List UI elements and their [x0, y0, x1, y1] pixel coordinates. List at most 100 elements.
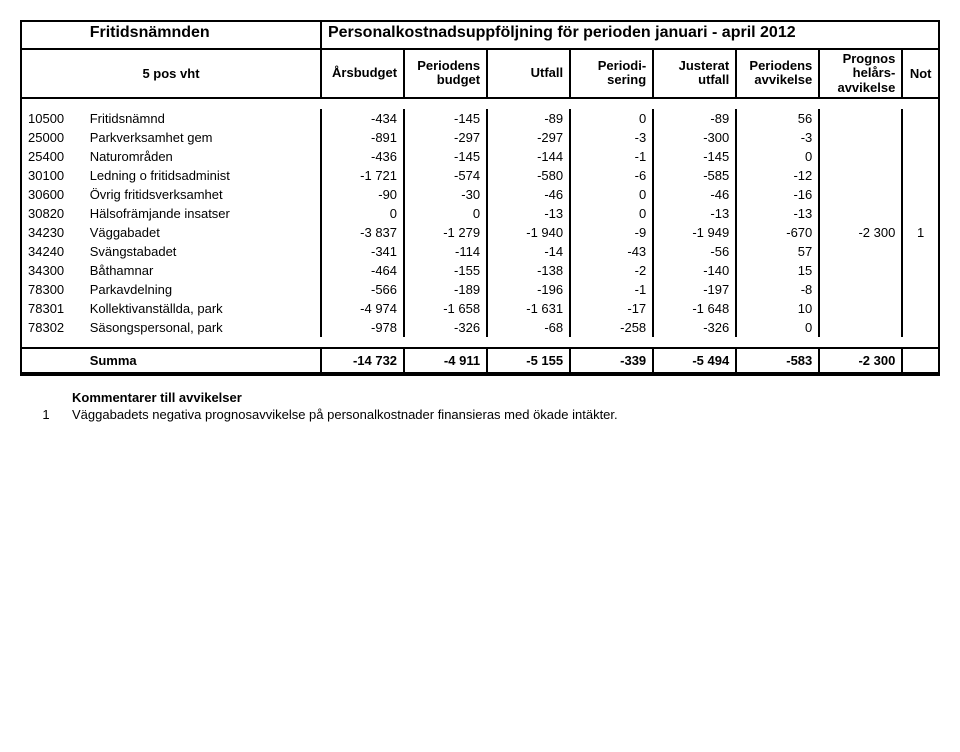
table-row: 34230Väggabadet-3 837-1 279-1 940-9-1 94… — [22, 223, 938, 242]
row-c2: -13 — [487, 204, 570, 223]
row-c6 — [819, 318, 902, 337]
row-c1: -297 — [404, 128, 487, 147]
row-code: 25000 — [22, 128, 84, 147]
row-c5: -8 — [736, 280, 819, 299]
row-name: Svängstabadet — [84, 242, 321, 261]
report-table: Fritidsnämnden Personalkostnadsuppföljni… — [22, 22, 938, 374]
row-c3: -9 — [570, 223, 653, 242]
row-c3: -2 — [570, 261, 653, 280]
row-c0: -341 — [321, 242, 404, 261]
row-code: 34230 — [22, 223, 84, 242]
row-c7 — [902, 299, 938, 318]
row-name: Parkverksamhet gem — [84, 128, 321, 147]
header-row-1: Fritidsnämnden Personalkostnadsuppföljni… — [22, 22, 938, 49]
hdr-periodens-avvikelse: Periodens avvikelse — [736, 49, 819, 98]
row-c0: 0 — [321, 204, 404, 223]
row-c1: -189 — [404, 280, 487, 299]
row-c7 — [902, 242, 938, 261]
row-code: 78300 — [22, 280, 84, 299]
row-c6 — [819, 128, 902, 147]
table-row: 34240Svängstabadet-341-114-14-43-5657 — [22, 242, 938, 261]
row-c5: 57 — [736, 242, 819, 261]
row-c2: -89 — [487, 109, 570, 128]
row-c3: 0 — [570, 109, 653, 128]
row-c1: -1 279 — [404, 223, 487, 242]
row-c7 — [902, 147, 938, 166]
row-c1: 0 — [404, 204, 487, 223]
row-c0: -434 — [321, 109, 404, 128]
row-c1: -145 — [404, 147, 487, 166]
row-c6 — [819, 185, 902, 204]
row-c0: -90 — [321, 185, 404, 204]
row-c3: 0 — [570, 204, 653, 223]
row-name: Fritidsnämnd — [84, 109, 321, 128]
row-name: Kollektivanställda, park — [84, 299, 321, 318]
row-c4: -13 — [653, 204, 736, 223]
sum-c0: -14 732 — [321, 348, 404, 373]
row-c3: -1 — [570, 280, 653, 299]
row-c2: -138 — [487, 261, 570, 280]
hdr-not: Not — [902, 49, 938, 98]
row-c3: -258 — [570, 318, 653, 337]
table-row: 30820Hälsofrämjande insatser00-130-13-13 — [22, 204, 938, 223]
header-row-2: 5 pos vht Årsbudget Periodens budget Utf… — [22, 49, 938, 98]
footer-note-num: 1 — [20, 407, 72, 422]
hdr-arsbudget: Årsbudget — [321, 49, 404, 98]
row-c5: 10 — [736, 299, 819, 318]
row-c7 — [902, 204, 938, 223]
row-c4: -326 — [653, 318, 736, 337]
row-c6 — [819, 242, 902, 261]
row-c6 — [819, 147, 902, 166]
row-c6 — [819, 261, 902, 280]
row-c2: -144 — [487, 147, 570, 166]
row-c3: -17 — [570, 299, 653, 318]
row-c0: -3 837 — [321, 223, 404, 242]
row-code: 30600 — [22, 185, 84, 204]
sum-c1: -4 911 — [404, 348, 487, 373]
table-row: 78301Kollektivanställda, park-4 974-1 65… — [22, 299, 938, 318]
row-c4: -145 — [653, 147, 736, 166]
row-c2: -1 631 — [487, 299, 570, 318]
row-c6 — [819, 109, 902, 128]
row-c1: -30 — [404, 185, 487, 204]
report-table-frame: Fritidsnämnden Personalkostnadsuppföljni… — [20, 20, 940, 376]
row-c1: -326 — [404, 318, 487, 337]
row-c0: -978 — [321, 318, 404, 337]
row-c3: 0 — [570, 185, 653, 204]
row-c3: -1 — [570, 147, 653, 166]
row-c7 — [902, 109, 938, 128]
row-c6 — [819, 166, 902, 185]
row-c2: -297 — [487, 128, 570, 147]
table-row: 25400Naturområden-436-145-144-1-1450 — [22, 147, 938, 166]
row-c1: -155 — [404, 261, 487, 280]
row-code: 34240 — [22, 242, 84, 261]
row-c5: 15 — [736, 261, 819, 280]
row-name: Parkavdelning — [84, 280, 321, 299]
row-c7 — [902, 166, 938, 185]
row-c4: -197 — [653, 280, 736, 299]
row-c5: -12 — [736, 166, 819, 185]
sum-label: Summa — [84, 348, 321, 373]
row-c4: -1 648 — [653, 299, 736, 318]
row-c6 — [819, 280, 902, 299]
hdr-utfall: Utfall — [487, 49, 570, 98]
row-c3: -3 — [570, 128, 653, 147]
row-c2: -1 940 — [487, 223, 570, 242]
row-name: Ledning o fritidsadminist — [84, 166, 321, 185]
sum-c2: -5 155 — [487, 348, 570, 373]
row-c4: -300 — [653, 128, 736, 147]
row-c2: -196 — [487, 280, 570, 299]
row-c4: -585 — [653, 166, 736, 185]
row-c1: -1 658 — [404, 299, 487, 318]
row-c0: -566 — [321, 280, 404, 299]
row-code: 10500 — [22, 109, 84, 128]
table-row: 78302Säsongspersonal, park-978-326-68-25… — [22, 318, 938, 337]
sum-c5: -583 — [736, 348, 819, 373]
footer-comments: Kommentarer till avvikelser 1 Väggabadet… — [20, 390, 940, 422]
sum-c7 — [902, 348, 938, 373]
footer-note-text: Väggabadets negativa prognosavvikelse på… — [72, 407, 618, 422]
row-code: 78302 — [22, 318, 84, 337]
sum-c6: -2 300 — [819, 348, 902, 373]
row-c7 — [902, 280, 938, 299]
row-c1: -574 — [404, 166, 487, 185]
